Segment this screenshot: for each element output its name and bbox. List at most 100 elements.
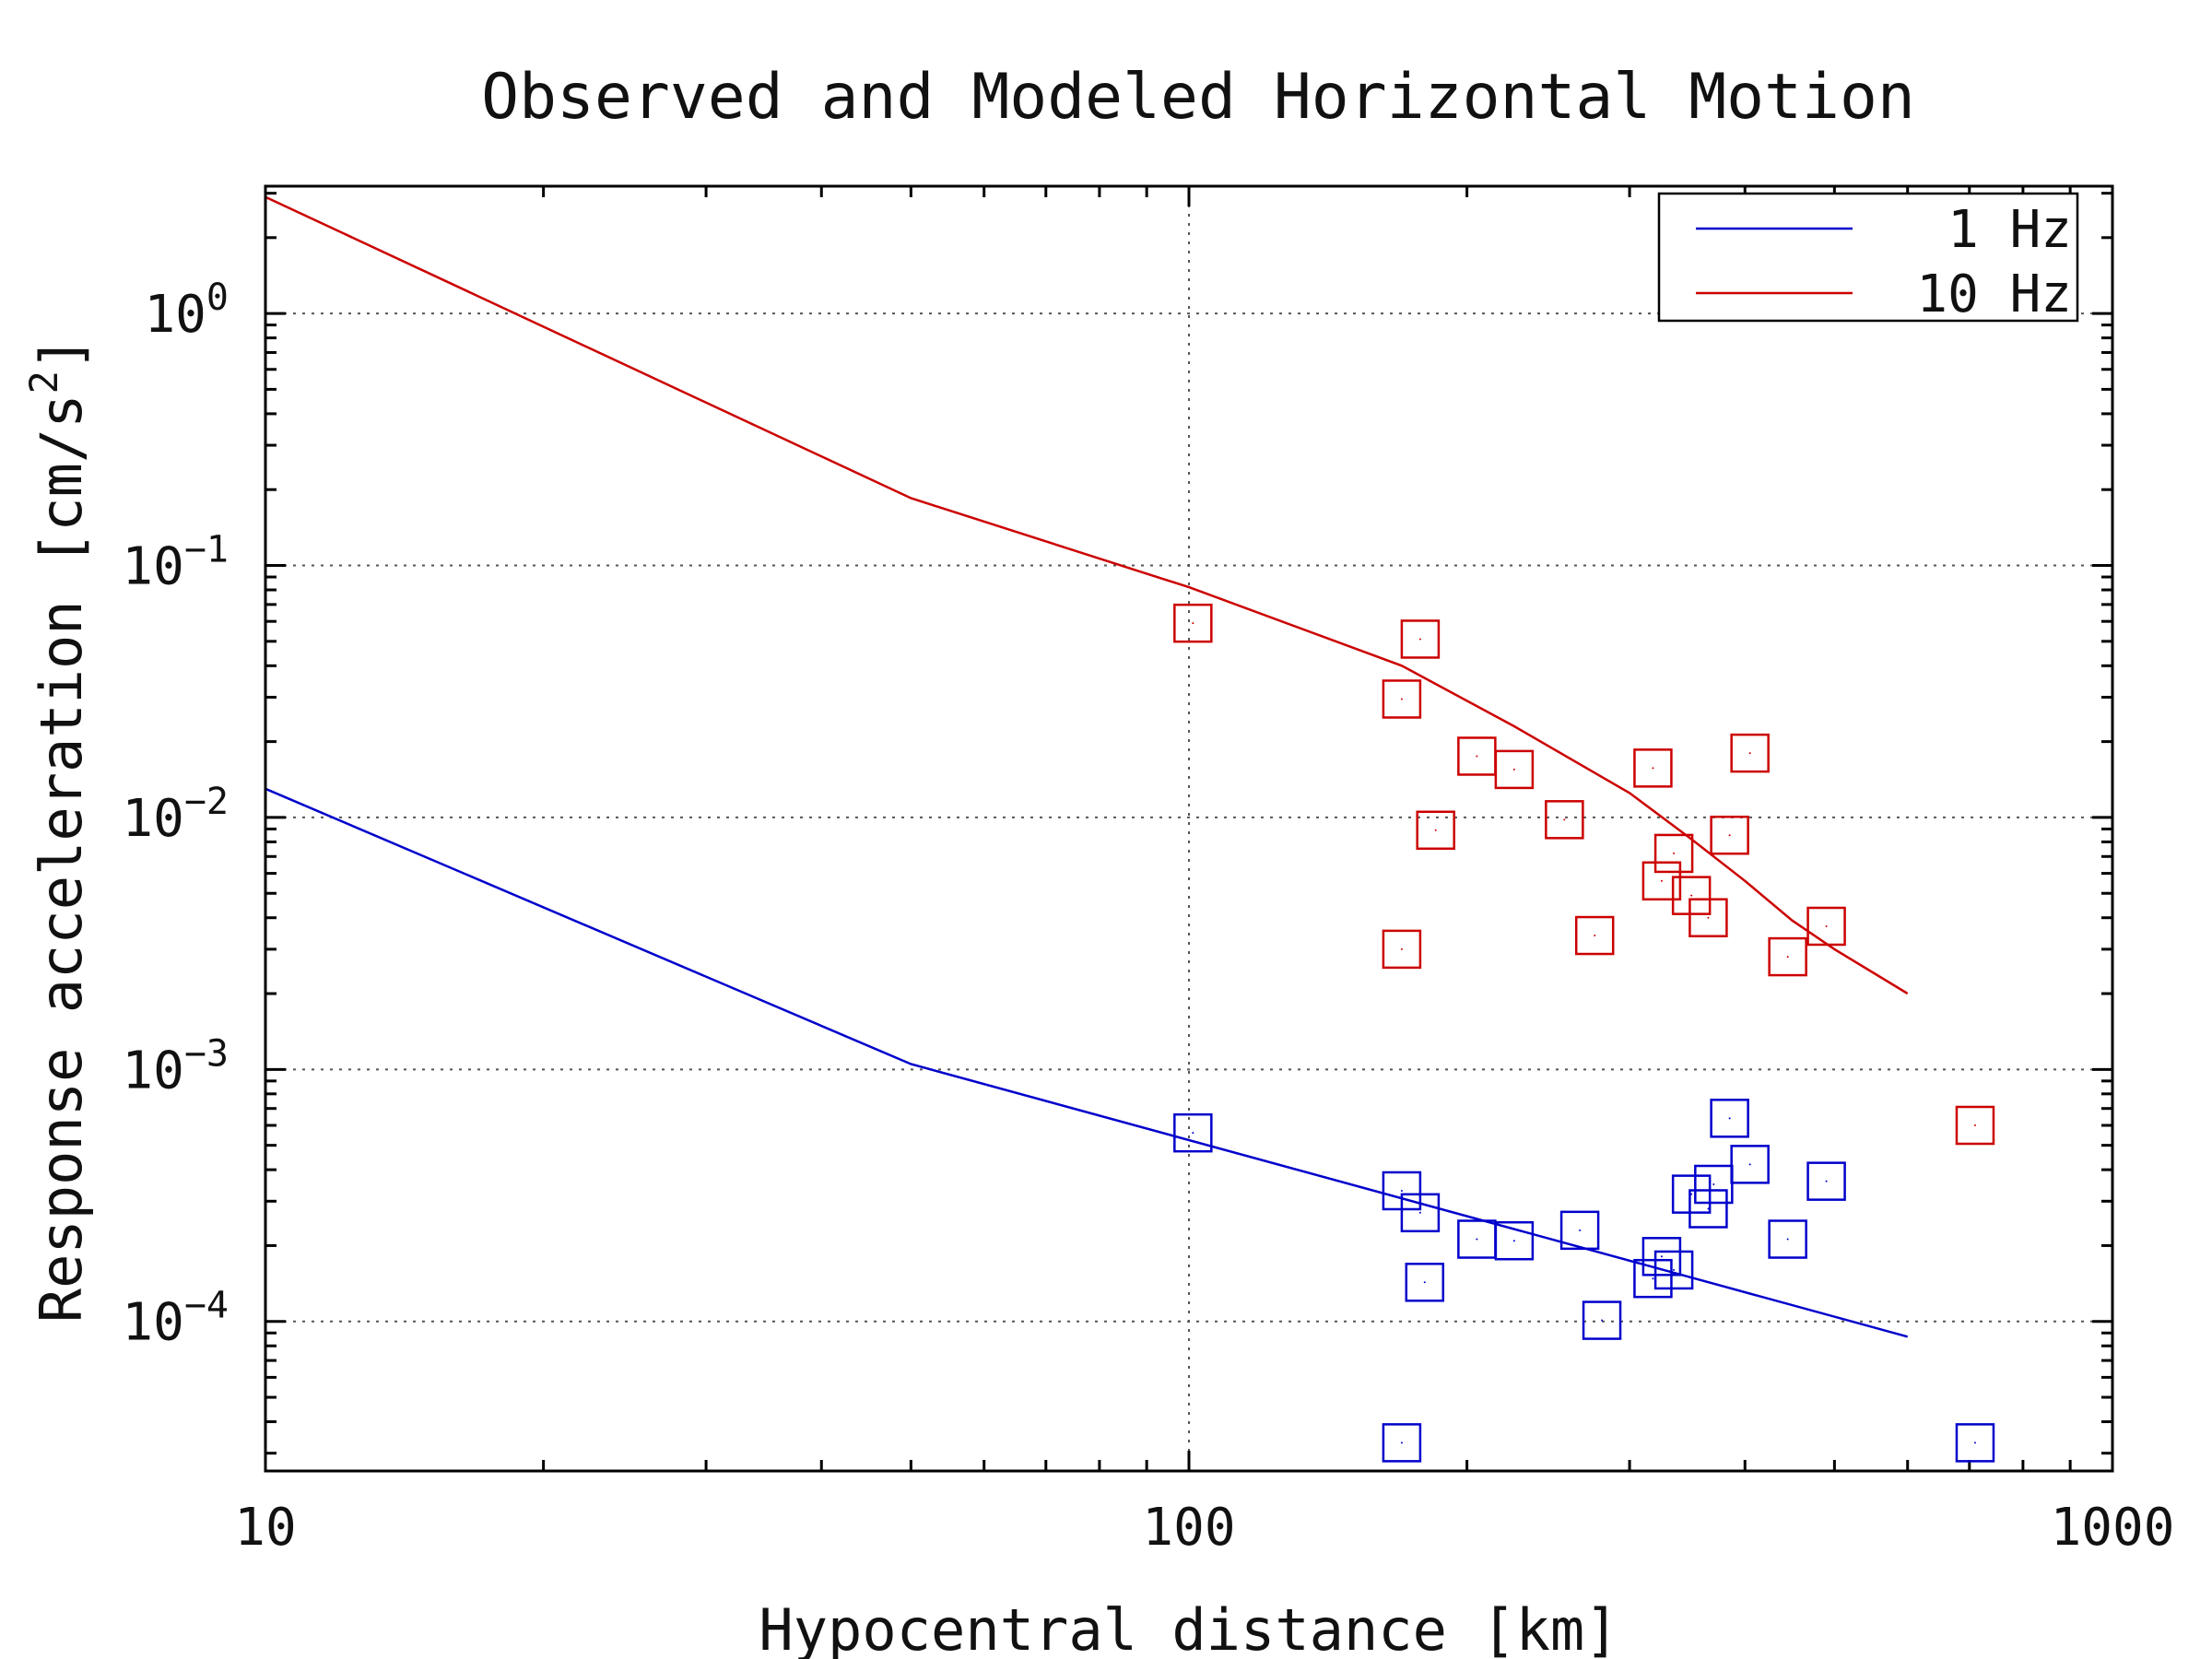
- series-10hz-observed-point: [1416, 810, 1455, 851]
- y-tick-label: 10−1: [122, 529, 229, 597]
- series-1hz-observed-point: [1653, 1250, 1694, 1290]
- legend-label: 10 Hz: [1916, 265, 2072, 324]
- series-1hz-observed-point: [1694, 1164, 1734, 1205]
- y-tick-label: 10−3: [122, 1032, 229, 1100]
- series-10hz-observed-point: [1641, 861, 1682, 901]
- series-10hz-observed-point-center: [1786, 956, 1789, 959]
- y-axis-label-superscript: 2: [21, 371, 66, 394]
- series-1hz-observed-point-center: [1748, 1163, 1751, 1166]
- series-1hz-observed-point: [1633, 1258, 1673, 1299]
- series-1hz-observed-point: [1641, 1237, 1682, 1277]
- series-10hz-observed-point: [1633, 748, 1673, 788]
- series-10hz-model-line: [265, 195, 1909, 995]
- series-1hz-observed-point-center: [1673, 1268, 1676, 1271]
- series-10hz-observed-point: [1382, 679, 1422, 719]
- series-10hz-observed-point-center: [1728, 834, 1731, 837]
- series-1hz-observed-point-center: [1400, 1441, 1403, 1444]
- x-axis-label: Hypocentral distance [km]: [759, 1596, 1618, 1659]
- series-1hz-observed-point-center: [1512, 1240, 1515, 1242]
- series-10hz-observed-point-center: [1434, 829, 1437, 831]
- series-10hz-observed-point-center: [1594, 935, 1596, 937]
- series-1hz-observed-point-center: [1601, 1319, 1604, 1322]
- series-1hz-observed-point: [1671, 1174, 1712, 1214]
- series-10hz-observed-point-center: [1825, 924, 1828, 927]
- series-10hz-observed-point-center: [1973, 1124, 1976, 1126]
- series-10hz-observed-point-center: [1400, 698, 1403, 700]
- series-1hz-observed-point: [1730, 1145, 1770, 1184]
- series-1hz-observed-point-center: [1660, 1255, 1663, 1258]
- y-axis-label-suffix: ]: [28, 336, 95, 371]
- series-1hz-observed-point: [1688, 1189, 1728, 1229]
- x-tick-label: 1000: [2051, 1498, 2175, 1558]
- series-10hz-observed-point-center: [1673, 852, 1676, 854]
- series-10hz-observed-point: [1574, 915, 1615, 956]
- series-10hz-observed-point-center: [1690, 894, 1693, 897]
- series-1hz-model-line: [265, 787, 1909, 1338]
- legend-box: [1657, 192, 2079, 323]
- series-10hz-observed-point: [1688, 898, 1728, 937]
- series-1hz-observed-point-center: [1423, 1281, 1426, 1284]
- y-tick-label: 100: [144, 276, 229, 345]
- series-10hz-observed-point: [1400, 619, 1441, 659]
- series-10hz-observed-point-center: [1707, 916, 1710, 919]
- series-10hz-observed-point-center: [1418, 638, 1421, 641]
- y-axis-label-main: Response acceleration [cm/s: [28, 394, 95, 1323]
- series-1hz-observed-point-center: [1418, 1211, 1421, 1214]
- series-10hz-observed-point: [1494, 749, 1535, 790]
- series-layer: [265, 195, 1995, 1463]
- series-10hz-observed-point: [1653, 833, 1694, 874]
- series-10hz-observed-point-center: [1563, 818, 1566, 821]
- legend-label: 1 Hz: [1947, 200, 2072, 260]
- series-1hz-observed-point: [1400, 1193, 1441, 1233]
- series-10hz-observed-point-center: [1400, 947, 1403, 950]
- series-1hz-observed-point: [1955, 1423, 1995, 1463]
- series-10hz-observed-point-center: [1512, 768, 1515, 771]
- series-1hz-observed-point: [1768, 1219, 1807, 1259]
- y-axis-label: Response acceleration [cm/s2]: [21, 336, 95, 1323]
- series-10hz-observed-point: [1710, 815, 1749, 855]
- series-1hz-observed-point: [1494, 1220, 1535, 1261]
- y-tick-label: 10−2: [122, 781, 229, 849]
- series-1hz-observed-point-center: [1579, 1229, 1582, 1231]
- series-1hz-observed-point-center: [1973, 1441, 1976, 1444]
- x-tick-label: 10: [234, 1498, 296, 1558]
- series-1hz-observed-point: [1405, 1263, 1445, 1302]
- series-10hz-observed-point-center: [1652, 767, 1654, 770]
- series-1hz: [265, 787, 1995, 1463]
- series-1hz-observed-point-center: [1400, 1189, 1403, 1192]
- series-1hz-observed-point: [1173, 1112, 1213, 1153]
- series-1hz-observed-point-center: [1652, 1277, 1654, 1280]
- grid-lines: [265, 186, 2112, 1471]
- chart-title: Observed and Modeled Horizontal Motion: [481, 61, 1915, 134]
- plot-frame: [264, 184, 2114, 1473]
- series-10hz-observed-point: [1768, 936, 1807, 977]
- series-1hz-observed-point-center: [1786, 1238, 1789, 1241]
- series-1hz-observed-point: [1710, 1099, 1749, 1138]
- tick-labels: 10 100 1000 100 10−1 10−2 10−3 10−4: [122, 276, 2174, 1558]
- series-10hz-observed-point: [1955, 1105, 1995, 1146]
- series-1hz-observed-point-center: [1476, 1238, 1478, 1241]
- series-10hz-observed-point-center: [1660, 879, 1663, 882]
- series-1hz-observed-point-center: [1192, 1132, 1194, 1135]
- series-1hz-observed-point: [1582, 1300, 1622, 1340]
- series-10hz-observed-point: [1730, 733, 1770, 773]
- series-1hz-observed-point-center: [1712, 1182, 1715, 1185]
- series-10hz: [265, 195, 1995, 1146]
- series-10hz-observed-point-center: [1476, 755, 1478, 758]
- series-1hz-observed-point: [1806, 1161, 1846, 1201]
- series-10hz-observed-point-center: [1748, 752, 1751, 755]
- series-10hz-observed-point: [1671, 876, 1712, 915]
- axis-ticks: [264, 186, 2114, 1471]
- series-10hz-observed-point: [1806, 906, 1846, 947]
- series-10hz-observed-point: [1545, 800, 1584, 840]
- series-1hz-observed-point: [1382, 1423, 1422, 1463]
- x-tick-label: 100: [1142, 1498, 1235, 1558]
- series-1hz-observed-point-center: [1728, 1117, 1731, 1120]
- series-10hz-observed-point: [1173, 603, 1213, 643]
- series-10hz-observed-point-center: [1192, 622, 1194, 625]
- series-1hz-observed-point: [1559, 1210, 1600, 1251]
- series-10hz-observed-point: [1382, 929, 1422, 970]
- y-tick-label: 10−4: [122, 1285, 229, 1353]
